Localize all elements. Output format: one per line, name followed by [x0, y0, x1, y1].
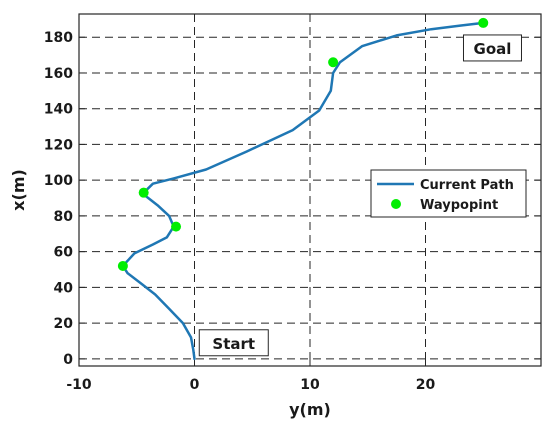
annotation-goal: Goal: [462, 34, 522, 62]
tick-labels: -10 0 10 20 0 20 40 60 80 100 120 140 160 180: [44, 30, 436, 393]
y-axis-label: x(m): [9, 169, 28, 211]
x-tick-label: 20: [416, 377, 436, 393]
annotation-text: Goal: [474, 40, 512, 58]
y-tick-label: 0: [63, 352, 73, 368]
plot-frame: [78, 13, 542, 367]
annotation-box: [462, 34, 522, 62]
legend-box: [370, 169, 527, 218]
annotation-start: Start: [198, 329, 269, 357]
annotation-box: [198, 329, 269, 357]
waypoint-point: [138, 187, 149, 198]
y-tick-label: 180: [44, 30, 73, 46]
series-layer: [117, 17, 489, 361]
waypoint-point: [328, 57, 339, 68]
annotations: Start Goal: [198, 34, 522, 357]
legend-label-waypoint: Waypopint: [420, 198, 498, 213]
x-tick-label: 0: [190, 377, 200, 393]
y-tick-label: 80: [54, 209, 74, 225]
annotation-text: Start: [212, 335, 255, 353]
legend: Current Path Waypopint: [370, 169, 527, 218]
y-tick-label: 20: [54, 316, 74, 332]
legend-marker-waypoint: [391, 199, 401, 209]
y-tick-label: 120: [44, 137, 73, 153]
waypoint-point: [171, 221, 182, 232]
x-axis-label: y(m): [289, 400, 331, 419]
x-tick-label: -10: [66, 377, 92, 393]
y-tick-label: 40: [54, 280, 74, 296]
waypoint-point: [117, 260, 128, 271]
waypoint-point: [478, 17, 489, 28]
x-tick-label: 10: [300, 377, 320, 393]
y-tick-label: 160: [44, 66, 73, 82]
y-tick-label: 100: [44, 173, 73, 189]
y-tick-label: 60: [54, 245, 74, 261]
legend-label-current-path: Current Path: [420, 178, 514, 193]
y-tick-label: 140: [44, 102, 73, 118]
